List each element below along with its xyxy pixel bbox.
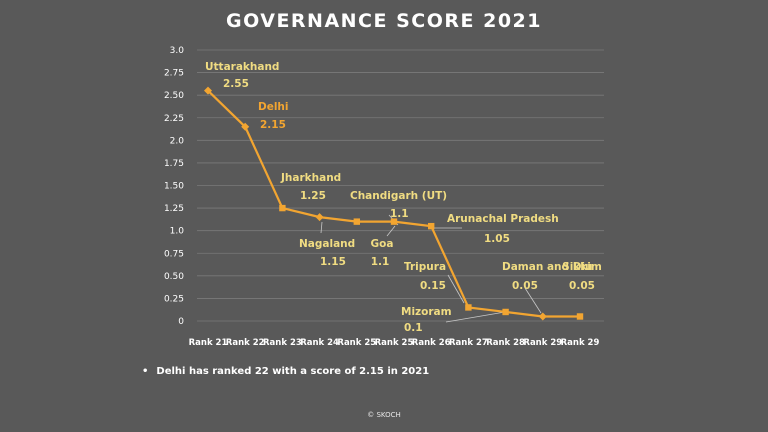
data-point-3 <box>315 213 324 222</box>
point-label-value: 1.15 <box>320 256 346 268</box>
point-label-value: 1.1 <box>390 208 409 220</box>
y-tick-label: 0 <box>178 317 184 327</box>
point-label-value: 1.1 <box>371 256 390 268</box>
y-tick-label: 0.75 <box>164 249 184 259</box>
point-label-name: Uttarakhand <box>205 61 279 73</box>
point-label-name: Jharkhand <box>280 172 341 184</box>
x-tick-label: Rank 25 <box>337 338 376 348</box>
x-tick-label: Rank 26 <box>412 338 451 348</box>
y-tick-label: 3.0 <box>170 46 185 56</box>
point-label-name: Nagaland <box>299 238 355 250</box>
x-tick-label: Rank 29 <box>523 338 562 348</box>
point-label-value: 0.05 <box>512 280 538 292</box>
data-point-8 <box>502 308 509 316</box>
y-tick-label: 1.25 <box>164 204 184 214</box>
point-label-value: 1.25 <box>300 190 326 202</box>
y-tick-label: 0.50 <box>164 272 184 282</box>
point-label-value: 0.05 <box>569 280 595 292</box>
point-label-name: Goa <box>371 238 394 250</box>
y-tick-label: 0.25 <box>164 294 184 304</box>
y-tick-label: 2.0 <box>170 136 185 146</box>
leader-line <box>524 287 542 314</box>
leader-line <box>320 221 323 234</box>
point-label-name: Daman and Diu <box>502 261 592 273</box>
x-tick-label: Rank 22 <box>226 338 265 348</box>
point-label-name: Chandigarh (UT) <box>350 190 447 202</box>
point-label-name: Arunachal Pradesh <box>447 213 559 225</box>
point-label-value: 2.55 <box>223 78 249 90</box>
data-point-9 <box>538 312 547 321</box>
y-tick-label: 1.0 <box>170 227 185 237</box>
x-tick-label: Rank 21 <box>189 338 228 348</box>
x-tick-label: Rank 25 <box>375 338 414 348</box>
x-tick-label: Rank 23 <box>263 338 302 348</box>
leader-line <box>447 274 465 304</box>
point-label-name: Mizoram <box>401 306 452 318</box>
data-point-4 <box>353 218 360 225</box>
data-point-2 <box>279 204 286 212</box>
y-tick-label: 2.50 <box>164 91 184 101</box>
y-tick-label: 1.50 <box>164 182 184 192</box>
data-point-7 <box>465 304 472 311</box>
bullet-icon: • <box>142 366 149 377</box>
data-point-0 <box>204 86 212 95</box>
x-tick-label: Rank 29 <box>561 338 600 348</box>
leader-line <box>445 311 506 323</box>
y-tick-label: 1.75 <box>164 159 184 169</box>
point-label-value: 2.15 <box>260 119 286 131</box>
data-point-5 <box>390 218 398 225</box>
point-label-name: Delhi <box>258 101 289 113</box>
point-label-name: Tripura <box>404 261 446 273</box>
y-tick-label: 2.25 <box>164 114 184 124</box>
data-point-10 <box>576 313 584 320</box>
x-tick-label: Rank 27 <box>449 338 488 348</box>
point-label-value: 0.15 <box>420 280 446 292</box>
footnote: • Delhi has ranked 22 with a score of 2.1… <box>142 366 429 377</box>
data-point-6 <box>428 222 435 230</box>
credit: © SKOCH <box>367 411 401 419</box>
leader-line <box>386 225 396 237</box>
x-tick-label: Rank 24 <box>300 338 339 348</box>
footnote-text: Delhi has ranked 22 with a score of 2.15… <box>156 366 430 377</box>
chart-title: GOVERNANCE SCORE 2021 <box>226 10 542 32</box>
point-label-value: 0.1 <box>404 322 423 334</box>
data-point-1 <box>241 122 250 131</box>
y-tick-label: 2.75 <box>164 69 184 79</box>
point-label-name: Sikkim <box>562 261 602 273</box>
point-label-value: 1.05 <box>484 233 510 245</box>
x-tick-label: Rank 28 <box>486 338 525 348</box>
